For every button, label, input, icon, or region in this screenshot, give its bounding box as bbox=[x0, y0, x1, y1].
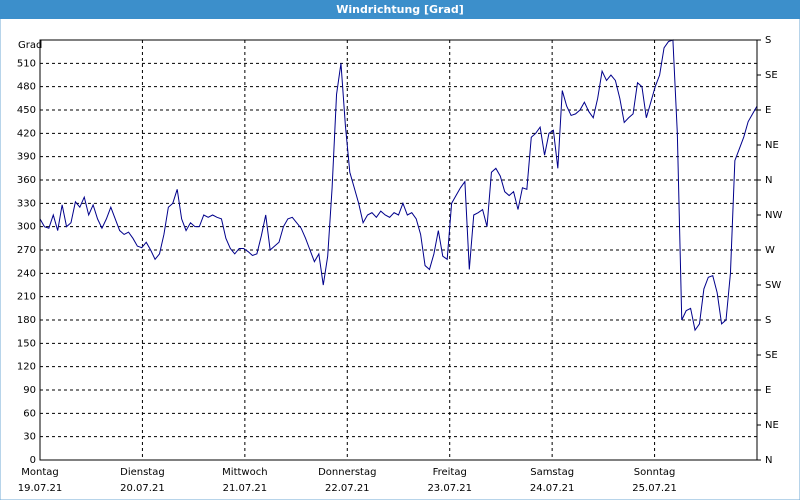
y-tick-label: 330 bbox=[17, 198, 36, 209]
x-day-label: Donnerstag bbox=[318, 467, 376, 478]
y-tick-label: 270 bbox=[17, 245, 36, 256]
title-bar bbox=[0, 0, 800, 19]
y-tick-label: 120 bbox=[17, 362, 36, 373]
y2-tick-label: E bbox=[765, 105, 771, 116]
y-tick-label: 30 bbox=[23, 432, 36, 443]
y2-tick-label: NE bbox=[765, 140, 779, 151]
y-axis-label: Grad bbox=[18, 40, 42, 51]
x-day-label: Freitag bbox=[433, 467, 467, 478]
x-day-label: Sonntag bbox=[634, 467, 676, 478]
grid-layer bbox=[40, 40, 757, 461]
x-date-label: 23.07.21 bbox=[427, 483, 472, 494]
y-tick-label: 450 bbox=[17, 105, 36, 116]
x-date-label: 19.07.21 bbox=[18, 483, 63, 494]
y2-tick-label: E bbox=[765, 385, 771, 396]
y-tick-label: 420 bbox=[17, 128, 36, 139]
y-tick-label: 510 bbox=[17, 58, 36, 69]
y2-tick-label: SW bbox=[765, 280, 781, 291]
x-date-label: 22.07.21 bbox=[325, 483, 370, 494]
y-tick-label: 180 bbox=[17, 315, 36, 326]
x-day-label: Samstag bbox=[530, 467, 574, 478]
x-day-label: Dienstag bbox=[120, 467, 165, 478]
y2-tick-label: NE bbox=[765, 420, 779, 431]
y-tick-label: 240 bbox=[17, 268, 36, 279]
series-line bbox=[39, 39, 758, 332]
y2-tick-label: N bbox=[765, 455, 772, 466]
x-day-label: Montag bbox=[21, 467, 58, 478]
y-tick-label: 480 bbox=[17, 82, 36, 93]
y-tick-label: 90 bbox=[23, 385, 36, 396]
y2-tick-label: SE bbox=[765, 350, 778, 361]
y-tick-label: 300 bbox=[17, 222, 36, 233]
x-date-label: 25.07.21 bbox=[632, 483, 677, 494]
y2-tick-label: S bbox=[765, 35, 771, 46]
y2-tick-label: W bbox=[765, 245, 775, 256]
mark-layer bbox=[39, 39, 758, 332]
y-tick-label: 60 bbox=[23, 408, 36, 419]
x-date-label: 20.07.21 bbox=[120, 483, 165, 494]
chart-title: Windrichtung [Grad] bbox=[336, 3, 464, 16]
y-tick-label: 210 bbox=[17, 292, 36, 303]
y-tick-label: 0 bbox=[30, 455, 36, 466]
y2-tick-label: SE bbox=[765, 70, 778, 81]
x-date-label: 24.07.21 bbox=[530, 483, 575, 494]
y-tick-label: 390 bbox=[17, 152, 36, 163]
y-tick-label: 360 bbox=[17, 175, 36, 186]
y2-tick-label: NW bbox=[765, 210, 782, 221]
y2-tick-label: S bbox=[765, 315, 771, 326]
x-date-label: 21.07.21 bbox=[223, 483, 268, 494]
x-day-label: Mittwoch bbox=[222, 467, 267, 478]
y-tick-label: 150 bbox=[17, 338, 36, 349]
y2-tick-label: N bbox=[765, 175, 772, 186]
